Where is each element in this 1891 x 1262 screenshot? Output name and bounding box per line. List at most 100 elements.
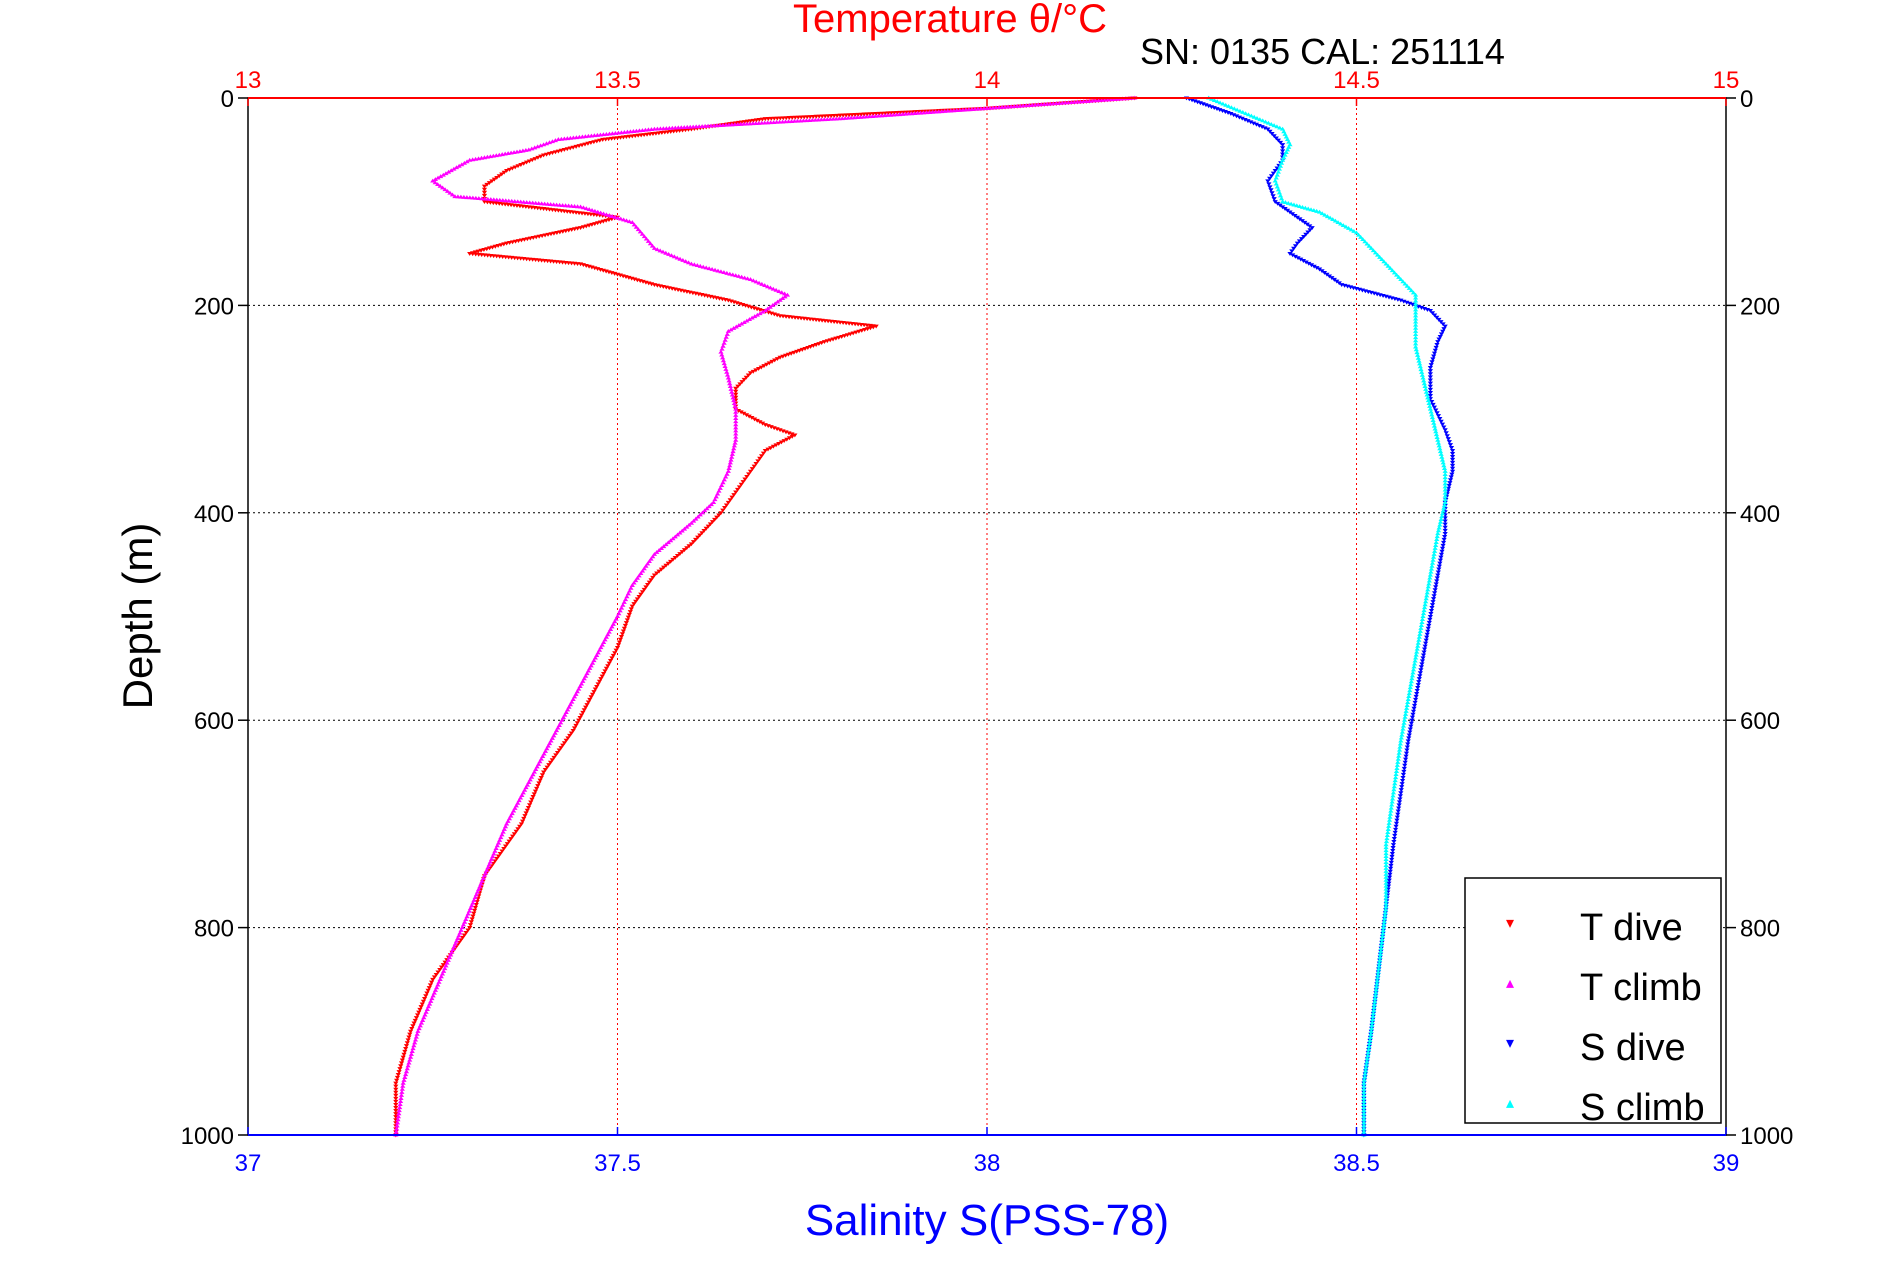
tick-label-depth-left: 0: [221, 86, 234, 113]
tick-label-depth-left: 200: [194, 293, 234, 320]
x-axis-label-salinity: Salinity S(PSS-78): [805, 1196, 1169, 1245]
legend-marker-t-dive: ▾: [1506, 915, 1514, 932]
chart-title: Temperature θ/°C: [793, 0, 1107, 41]
data-point-t-dive: [481, 184, 488, 201]
data-point-t-climb: [505, 780, 532, 823]
data-point-t-climb: [839, 106, 990, 121]
data-point-t-climb: [654, 520, 694, 554]
data-point-t-dive: [506, 153, 547, 172]
legend-label-t-dive: T dive: [1580, 907, 1683, 949]
data-point-t-climb: [691, 500, 717, 523]
legend: ▾ T dive ▴ T climb ▾ S dive ▴ S climb: [1464, 877, 1722, 1129]
data-point-t-climb: [629, 220, 656, 248]
data-point-t-climb: [654, 116, 842, 131]
data-point-s-dive: [1428, 573, 1441, 616]
data-point-t-climb: [416, 977, 443, 1031]
data-point-t-dive: [690, 511, 724, 545]
data-point-t-dive: [469, 241, 510, 256]
data-point-s-climb: [1369, 966, 1382, 1030]
data-point-s-climb: [1206, 95, 1246, 114]
data-point-s-dive: [1420, 614, 1433, 658]
data-point-s-climb: [1383, 842, 1389, 906]
data-point-t-dive: [467, 874, 488, 928]
data-point-t-dive: [824, 324, 879, 344]
data-point-s-climb: [1280, 199, 1320, 213]
data-point-s-climb: [1383, 790, 1397, 844]
data-point-t-climb: [470, 147, 532, 162]
data-point-s-climb: [1353, 230, 1387, 264]
data-point-s-dive: [1398, 739, 1411, 793]
data-point-t-climb: [571, 655, 598, 699]
tick-label-depth-left: 600: [194, 708, 234, 735]
data-point-s-climb: [1413, 344, 1425, 377]
data-point-t-climb: [631, 551, 658, 585]
data-point-t-climb: [712, 468, 731, 502]
data-point-s-dive: [1383, 843, 1397, 907]
data-point-t-dive: [750, 355, 783, 374]
data-point-s-climb: [1316, 209, 1357, 233]
data-point-t-climb: [747, 277, 788, 296]
data-point-s-climb: [1435, 500, 1448, 533]
tick-label-temperature: 14: [974, 67, 1001, 94]
data-point-t-dive: [580, 215, 621, 230]
data-point-s-climb: [1361, 1080, 1367, 1134]
data-point-t-climb: [594, 614, 621, 657]
data-point-s-dive: [1339, 283, 1401, 302]
data-point-t-climb: [529, 137, 561, 151]
data-point-s-climb: [1398, 697, 1411, 740]
data-point-t-dive: [481, 200, 618, 220]
data-point-t-climb: [651, 246, 692, 265]
data-point-t-climb: [719, 328, 731, 351]
data-point-t-dive: [467, 251, 581, 266]
data-point-s-dive: [1183, 96, 1231, 115]
data-point-s-dive: [1265, 179, 1277, 202]
data-point-t-climb: [765, 292, 791, 311]
data-point-t-climb: [726, 437, 739, 471]
data-point-s-dive: [1435, 531, 1448, 575]
legend-label-t-climb: T climb: [1580, 967, 1702, 1009]
data-point-t-dive: [631, 573, 658, 607]
legend-entries: ▾ T dive ▴ T climb ▾ S dive ▴ S climb: [1506, 907, 1705, 1129]
data-point-s-climb: [1435, 437, 1448, 471]
data-point-s-climb: [1376, 904, 1389, 968]
data-point-s-dive: [1427, 397, 1447, 430]
data-point-s-dive: [1406, 697, 1419, 741]
data-point-t-dive: [603, 127, 694, 142]
data-point-s-climb: [1243, 111, 1283, 130]
data-point-t-climb: [987, 95, 1138, 110]
data-point-t-dive: [615, 604, 635, 648]
data-point-s-climb: [1391, 738, 1404, 792]
tick-label-temperature: 13: [235, 67, 262, 94]
data-point-t-climb: [718, 349, 731, 377]
tick-label-depth-right: 1000: [1740, 1123, 1793, 1150]
legend-marker-s-climb: ▴: [1506, 1095, 1514, 1112]
tick-label-salinity: 38: [974, 1150, 1001, 1177]
data-point-s-climb: [1413, 614, 1426, 657]
data-point-s-dive: [1316, 267, 1342, 286]
data-point-t-dive: [777, 314, 876, 329]
data-point-t-climb: [483, 821, 510, 875]
data-point-t-dive: [542, 729, 576, 772]
data-point-t-dive: [749, 449, 768, 472]
data-point-t-climb: [725, 375, 738, 408]
data-point-s-dive: [1449, 449, 1456, 471]
tick-label-depth-right: 400: [1740, 501, 1780, 528]
data-point-s-climb: [1281, 142, 1293, 160]
data-point-t-climb: [549, 697, 576, 740]
tick-label-temperature: 15: [1713, 67, 1740, 94]
data-point-t-dive: [734, 469, 754, 492]
data-point-t-dive: [483, 822, 525, 876]
data-point-t-dive: [651, 283, 728, 302]
data-point-s-climb: [1273, 157, 1286, 180]
tick-label-depth-right: 200: [1740, 293, 1780, 320]
chart-subtitle: SN: 0135 CAL: 251114: [1140, 31, 1505, 72]
data-point-s-dive: [1442, 428, 1455, 450]
data-point-s-dive: [1228, 111, 1268, 131]
data-point-s-climb: [1280, 126, 1292, 144]
data-point-s-dive: [1294, 215, 1313, 229]
data-point-s-dive: [1272, 200, 1298, 218]
data-point-t-dive: [519, 770, 547, 824]
tick-label-salinity: 39: [1713, 1150, 1740, 1177]
tick-label-salinity: 37.5: [594, 1150, 641, 1177]
data-point-t-climb: [733, 406, 739, 439]
